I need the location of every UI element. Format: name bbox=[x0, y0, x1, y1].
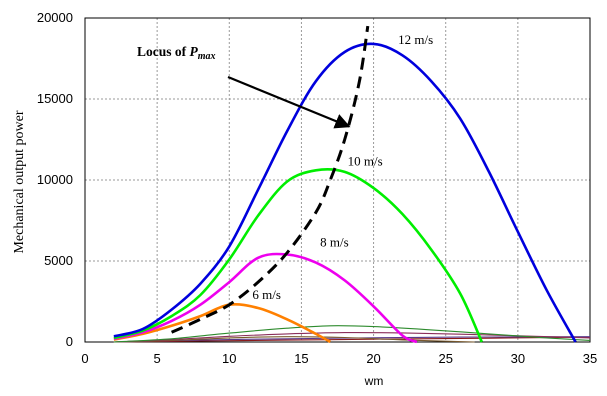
x-tick-label: 20 bbox=[366, 351, 380, 366]
locus-arrow bbox=[227, 75, 351, 129]
locus-title-var: P bbox=[190, 44, 199, 59]
y-tick-label: 0 bbox=[66, 334, 73, 349]
minor-series-line bbox=[113, 336, 475, 343]
locus-group bbox=[170, 25, 370, 334]
series-line-10ms bbox=[113, 168, 483, 343]
series-lines bbox=[113, 42, 591, 344]
x-tick-label: 5 bbox=[154, 351, 161, 366]
y-tick-label: 15000 bbox=[37, 91, 73, 106]
locus-pmax-line bbox=[170, 25, 370, 334]
x-tick-label: 10 bbox=[222, 351, 236, 366]
x-axis-label: wm bbox=[364, 374, 384, 388]
series-label: 8 m/s bbox=[320, 234, 349, 249]
series-line-12ms bbox=[113, 42, 577, 343]
x-tick-label: 25 bbox=[438, 351, 452, 366]
y-tick-label: 20000 bbox=[37, 10, 73, 25]
minor-series-line bbox=[113, 325, 591, 343]
locus-title: Locus of Pmax bbox=[137, 44, 216, 62]
axes bbox=[84, 17, 591, 343]
x-tick-label: 0 bbox=[81, 351, 88, 366]
y-axis-label: Mechanical output power bbox=[12, 110, 27, 253]
locus-title-sub: max bbox=[198, 51, 216, 62]
x-tick-label: 35 bbox=[583, 351, 597, 366]
y-tick-label: 5000 bbox=[44, 253, 73, 268]
series-line-8ms bbox=[113, 252, 418, 344]
y-tick-labels: 0 5000 10000 15000 20000 bbox=[37, 10, 73, 349]
y-tick-label: 10000 bbox=[37, 172, 73, 187]
plot-frame bbox=[84, 17, 591, 343]
x-tick-labels: 0 5 10 15 20 25 30 35 bbox=[81, 351, 597, 366]
grid bbox=[85, 18, 590, 342]
series-label: 12 m/s bbox=[398, 32, 433, 47]
x-tick-label: 15 bbox=[294, 351, 308, 366]
series-label: 6 m/s bbox=[252, 287, 281, 302]
series-label: 10 m/s bbox=[348, 153, 383, 168]
series-labels: 12 m/s 10 m/s 8 m/s 6 m/s bbox=[252, 32, 433, 302]
x-tick-label: 30 bbox=[511, 351, 525, 366]
locus-title-main: Locus of bbox=[137, 44, 190, 59]
